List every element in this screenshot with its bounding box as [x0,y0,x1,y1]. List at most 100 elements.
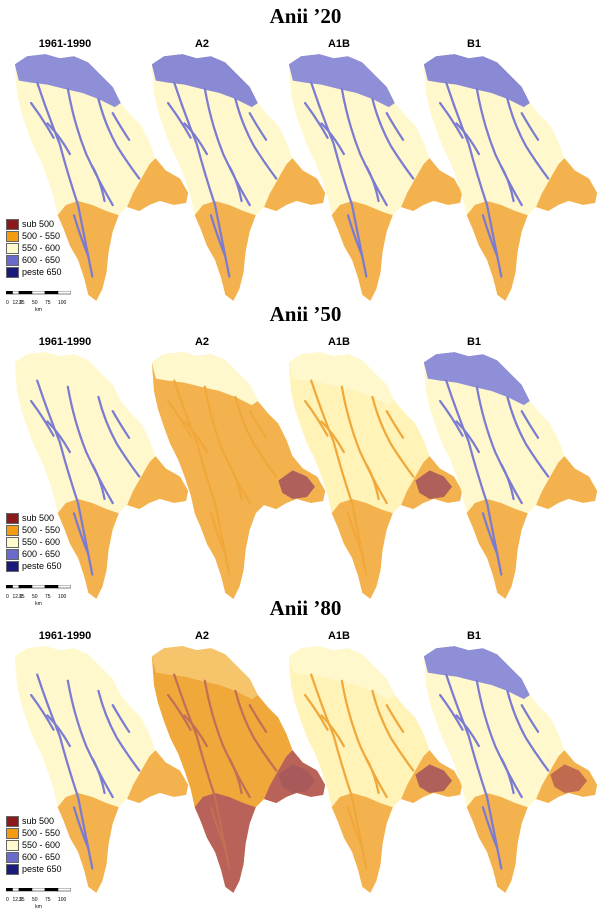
legend: sub 500 500 - 550 550 - 600 600 - 650 peste … [6,218,62,278]
scale-tick-label: 12.5 [12,594,23,600]
legend-swatch [6,839,19,851]
river-line [520,704,540,733]
map-region-center [423,646,598,893]
scale-tick-label: 25 [19,897,25,903]
scale-tick-label: 75 [45,300,51,306]
river-line [340,87,388,207]
map-region-center [14,54,189,301]
scale-bar: 0 12.5 25 50 75 100 km [5,282,72,313]
map-region-southeast [536,456,598,510]
river-line [29,101,55,139]
river-line [365,165,380,203]
river-line [320,122,345,156]
river-line [438,399,464,437]
map-region-southeast [127,456,189,510]
scenario-label: 1961-1990 [38,38,92,50]
river-line [475,679,523,799]
legend-item: 500 - 550 [6,827,62,839]
legend-item: sub 500 [6,512,62,524]
river-line [303,693,329,731]
legend-item: 600 - 650 [6,254,62,266]
map-region-southeast [536,158,598,212]
legend-item: 500 - 550 [6,230,62,242]
scale-bar-graphic [5,887,72,892]
legend-item: 550 - 600 [6,839,62,851]
river-line [506,395,550,478]
scenario-label: A1B [327,336,350,348]
legend-item: 500 - 550 [6,524,62,536]
river-line [481,512,499,556]
river-line [310,673,368,870]
scenario-map [423,646,598,893]
map-region-north [288,352,395,406]
map-region-center [423,352,598,599]
river-line [97,97,141,180]
scale-unit-label: km [35,601,42,607]
river-line [340,679,388,799]
river-line [500,463,515,501]
legend-label: 550 - 600 [22,840,61,850]
scale-unit-label: km [35,904,42,910]
river-line [310,379,368,576]
river-line [183,714,208,748]
river-line [29,399,55,437]
period-panel: Anii ’80 1961-1990 A2 A1B B1 sub 500 500 - 550… [0,592,611,910]
river-line [520,410,540,439]
river-line [340,385,388,505]
river-line [66,679,114,799]
map-region-center [423,54,598,301]
legend-item: 550 - 600 [6,242,62,254]
scenario-label: B1 [466,336,482,348]
legend-label: 550 - 600 [22,243,61,253]
legend-item: peste 650 [6,266,62,278]
river-line [385,704,405,733]
scale-tick-label: 100 [58,594,67,600]
river-line [209,806,227,850]
legend-label: 600 - 650 [22,852,61,862]
river-line [248,112,268,141]
river-line [97,395,141,478]
scale-tick-label: 25 [19,300,25,306]
scenario-map [14,352,189,599]
river-line [455,714,480,748]
river-line [72,214,90,258]
river-line [346,512,364,556]
map-region-north [423,646,530,700]
river-line [66,87,114,207]
map-region-delta [415,764,453,793]
river-line [111,704,131,733]
scenario-map [151,646,326,893]
river-line [500,165,515,203]
river-line [36,81,94,278]
scale-tick-label: 100 [58,300,67,306]
legend-item: 600 - 650 [6,851,62,863]
map-region-center [288,352,463,599]
legend-label: 550 - 600 [22,537,61,547]
map-region-delta [415,470,453,499]
scale-bar: 0 12.5 25 50 75 100 km [5,576,72,607]
scale-tick-label: 50 [32,897,38,903]
river-line [234,97,278,180]
scale-bar-graphic [5,290,72,295]
scale-unit-label: km [35,307,42,313]
legend-label: 600 - 650 [22,549,61,559]
river-line [46,714,71,748]
map-region-north [288,54,395,108]
scenario-map [423,352,598,599]
map-region-center [151,646,326,893]
scale-tick-label: 50 [32,594,38,600]
legend-label: sub 500 [22,219,55,229]
river-line [438,693,464,731]
river-line [209,512,227,556]
legend-label: peste 650 [22,267,62,277]
river-line [183,122,208,156]
scenario-label: A2 [194,38,210,50]
river-line [346,214,364,258]
river-line [506,689,550,772]
scenario-map [288,54,463,301]
map-region-north [14,646,121,700]
river-line [346,806,364,850]
legend-swatch [6,536,19,548]
scale-tick-label: 25 [19,594,25,600]
scale-tick-label: 12.5 [12,300,23,306]
